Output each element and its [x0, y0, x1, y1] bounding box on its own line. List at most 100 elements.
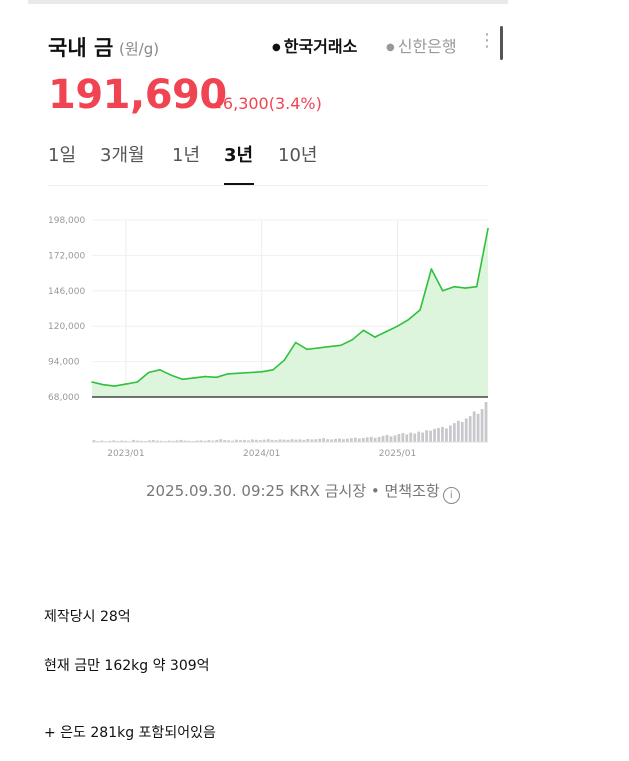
volume-bar [452, 423, 456, 442]
volume-bar [441, 426, 444, 442]
volume-bar [231, 440, 234, 442]
tab-3months[interactable]: 3개월 [100, 145, 145, 166]
price-point [226, 373, 229, 375]
volume-bar [290, 439, 294, 442]
volume-bar [385, 434, 389, 442]
volume-bar [330, 439, 333, 442]
volume-bar [195, 440, 199, 442]
price-point [408, 318, 410, 321]
price-point [328, 345, 331, 348]
volume-bar [258, 440, 262, 442]
volume-bar [484, 402, 488, 442]
price-point [113, 385, 116, 387]
tab-1year[interactable]: 1년 [172, 145, 201, 166]
volume-bar [449, 425, 452, 442]
volume-bar [409, 432, 413, 442]
volume-bar [108, 440, 112, 442]
volume-bar [112, 440, 116, 442]
price-point [396, 325, 399, 327]
price-point [147, 371, 150, 374]
volume-bar [207, 440, 211, 442]
price-point [283, 359, 286, 362]
volume-bar [464, 418, 468, 442]
x-tick-label: 2024/01 [243, 449, 280, 459]
volume-bar [124, 440, 128, 442]
tab-10years[interactable]: 10년 [278, 145, 318, 166]
up-triangle-icon: ▲ [214, 100, 221, 110]
price-point [294, 341, 297, 344]
bullet-dot-icon: ● [272, 42, 281, 53]
scrollbar[interactable] [500, 26, 503, 60]
volume-bar [235, 439, 238, 442]
price-chart[interactable]: 198,000 172,000 146,000 120,000 94,000 68,000… [0, 200, 500, 465]
volume-bar [136, 440, 139, 442]
volume-bar [282, 439, 286, 442]
price-point [272, 368, 274, 371]
price-point [362, 329, 365, 332]
tab-3years[interactable]: 3년 [224, 145, 254, 166]
volume-bar [148, 440, 151, 442]
price-point [204, 375, 206, 378]
volume-bar [480, 409, 484, 442]
price-point [419, 309, 421, 311]
volume-bar [183, 440, 187, 442]
volume-bar [346, 438, 349, 442]
volume-bar [278, 439, 282, 442]
volume-bar [318, 438, 322, 442]
note-line-1: 제작당시 28억 [44, 609, 131, 625]
bullet-dot-icon: ● [386, 42, 395, 53]
volume-bar [381, 435, 385, 442]
volume-bar [476, 413, 480, 442]
volume-bar [338, 438, 341, 442]
volume-bar [203, 440, 207, 442]
volume-bar [350, 438, 353, 442]
volume-bar [322, 438, 326, 442]
price-point [306, 348, 308, 351]
price-line [91, 228, 489, 387]
volume-bar [100, 440, 104, 442]
volume-bar [254, 439, 258, 442]
source-label: 신한은행 [397, 37, 457, 56]
volume-bar [270, 439, 274, 442]
price-point [260, 371, 263, 373]
volume-bar [223, 440, 227, 442]
price-unit: (원/g) [119, 40, 160, 58]
volume-bar [437, 427, 440, 442]
tab-1day[interactable]: 1일 [48, 145, 77, 166]
price-point [91, 381, 93, 383]
source-option-shinhan[interactable]: ● 신한은행 [386, 33, 457, 57]
price-point [475, 285, 478, 288]
volume-bar [262, 439, 266, 442]
volume-bar [405, 434, 409, 442]
price-point [430, 268, 433, 270]
price-point [441, 290, 444, 292]
volume-bar [298, 439, 302, 442]
volume-bar [472, 411, 476, 442]
volume-bar [397, 434, 401, 442]
price-point [464, 287, 467, 289]
volume-bar [215, 439, 219, 442]
volume-bar [211, 440, 215, 442]
y-tick-label: 198,000 [48, 216, 85, 226]
price-point [215, 376, 218, 379]
volume-bar [361, 438, 365, 442]
change-percent: (3.4%) [268, 94, 322, 113]
note-line-2: 현재 금만 162kg 약 309억 [44, 658, 210, 674]
kebab-menu-icon[interactable]: ⋮ [478, 30, 496, 51]
volume-bar [171, 440, 175, 442]
volume-bar [247, 440, 250, 442]
volume-bar [445, 428, 448, 442]
source-option-krx[interactable]: ● 한국거래소 [272, 33, 357, 57]
price-point [136, 381, 139, 383]
price-point [249, 371, 252, 374]
x-tick-label: 2025/01 [379, 449, 416, 459]
info-icon[interactable]: i [442, 487, 460, 504]
volume-bar [389, 436, 393, 442]
y-tick-label: 146,000 [48, 287, 85, 297]
volume-bar [468, 416, 472, 442]
volume-bar [421, 432, 425, 442]
price-point [125, 383, 127, 385]
volume-bar [251, 439, 254, 442]
volume-bar [369, 436, 373, 442]
note-line-3: + 은도 281kg 포함되어있음 [44, 725, 216, 741]
